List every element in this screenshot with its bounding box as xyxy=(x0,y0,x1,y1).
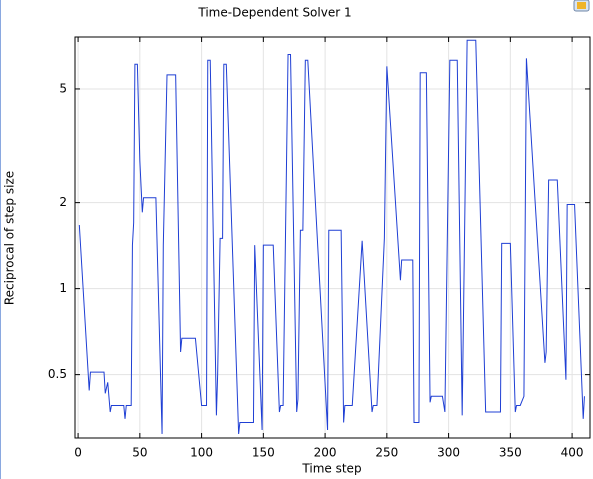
x-tick-label: 0 xyxy=(74,446,82,460)
window-icon[interactable] xyxy=(573,0,590,12)
x-tick-label: 150 xyxy=(252,446,275,460)
x-tick-label: 400 xyxy=(561,446,584,460)
x-tick-label: 50 xyxy=(132,446,147,460)
y-tick-label: 1 xyxy=(59,281,67,295)
x-tick-label: 200 xyxy=(314,446,337,460)
x-tick-label: 100 xyxy=(190,446,213,460)
y-tick-label: 2 xyxy=(59,195,67,209)
y-tick-label: 5 xyxy=(59,81,67,95)
x-axis-label: Time step xyxy=(301,462,361,476)
data-line xyxy=(78,39,585,434)
y-tick-label: 0.5 xyxy=(48,367,67,381)
plot-frame xyxy=(74,36,591,439)
chart-title: Time-Dependent Solver 1 xyxy=(197,6,351,20)
icon-body[interactable] xyxy=(577,2,586,9)
y-axis-label: Reciprocal of step size xyxy=(3,171,17,305)
x-tick-label: 300 xyxy=(437,446,460,460)
x-tick-label: 350 xyxy=(499,446,522,460)
x-tick-label: 250 xyxy=(375,446,398,460)
